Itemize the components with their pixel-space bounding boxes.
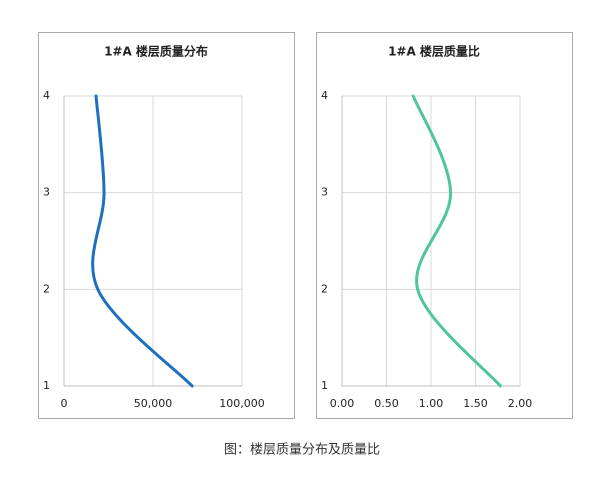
chart-frame bbox=[316, 32, 573, 419]
x-tick-label: 1.00 bbox=[419, 397, 444, 410]
y-tick-label: 1 bbox=[321, 379, 328, 392]
x-tick-label: 0 bbox=[61, 397, 68, 410]
y-tick-label: 2 bbox=[43, 282, 50, 295]
chart-frame bbox=[38, 32, 295, 419]
x-tick-label: 0.50 bbox=[374, 397, 399, 410]
x-tick-label: 0.00 bbox=[330, 397, 355, 410]
caption: 图：楼层质量分布及质量比 bbox=[224, 443, 380, 458]
x-tick-label: 2.00 bbox=[508, 397, 533, 410]
y-tick-label: 4 bbox=[321, 89, 328, 102]
y-tick-label: 4 bbox=[43, 89, 50, 102]
y-tick-label: 2 bbox=[321, 282, 328, 295]
x-tick-label: 100,000 bbox=[219, 397, 265, 410]
chart-title: 1#A 楼层质量比 bbox=[388, 44, 480, 59]
series-line bbox=[411, 94, 502, 388]
x-tick-label: 50,000 bbox=[134, 397, 173, 410]
chart-title: 1#A 楼层质量分布 bbox=[104, 44, 208, 59]
y-tick-label: 3 bbox=[321, 186, 328, 199]
y-tick-label: 1 bbox=[43, 379, 50, 392]
series-line bbox=[91, 94, 194, 388]
y-tick-label: 3 bbox=[43, 186, 50, 199]
x-tick-label: 1.50 bbox=[463, 397, 488, 410]
